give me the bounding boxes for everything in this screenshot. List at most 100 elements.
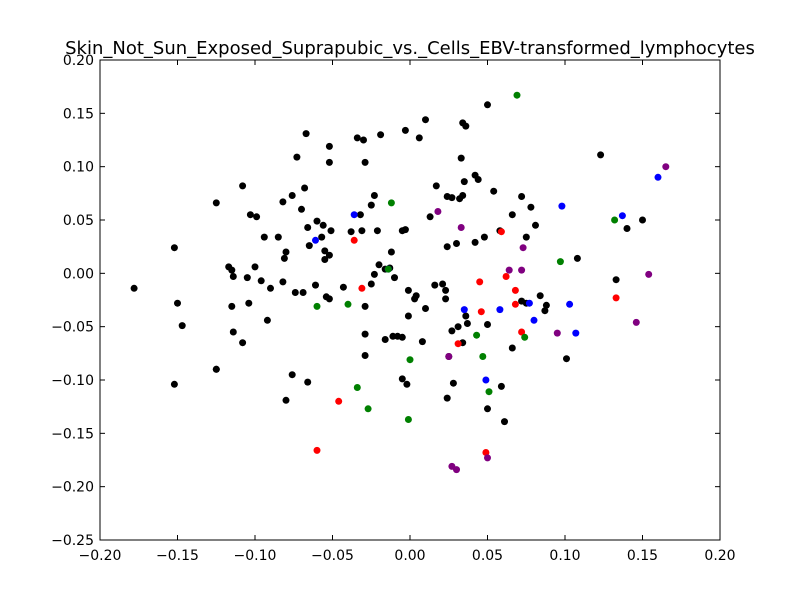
data-point [381,336,389,343]
data-point [401,226,409,234]
data-point [542,301,550,309]
data-point [632,318,640,326]
data-point [401,126,409,134]
data-point [484,101,491,109]
data-point [312,236,319,244]
data-point [178,322,186,330]
data-point [502,273,510,280]
data-point [367,201,375,209]
data-point [404,286,412,294]
data-point [318,233,326,241]
data-point [558,202,566,210]
data-point [453,240,460,247]
data-point [228,266,236,274]
data-point [612,294,620,302]
data-point [325,295,333,303]
data-point [356,211,364,219]
data-point [312,281,319,289]
data-point [299,289,307,296]
data-point [361,302,369,310]
data-point [304,378,312,386]
data-point [335,397,343,405]
data-point [398,333,406,341]
data-point [431,281,439,289]
data-point [302,130,310,138]
data-point [482,376,490,384]
data-point [566,300,574,308]
data-point [313,302,321,310]
data-point [391,274,398,282]
data-point [257,277,265,285]
data-point [280,254,288,262]
data-point [344,300,352,308]
data-point [618,212,626,220]
data-point [508,211,516,219]
data-point [212,199,220,207]
data-point [459,119,467,127]
data-point [367,280,375,288]
data-point [364,405,372,413]
data-point [347,228,355,236]
data-point [325,158,333,166]
data-point [301,184,309,192]
data-point [387,199,395,207]
x-tick-label: 0.10 [549,548,580,564]
data-point [522,233,530,241]
data-point [274,233,282,241]
data-point [473,331,481,339]
data-points [130,91,670,474]
data-point [212,365,220,373]
data-point [353,384,361,391]
data-point [293,153,301,161]
data-point [404,416,412,423]
data-point [518,193,526,200]
data-point [443,394,451,402]
data-point [511,300,519,308]
y-tick-label: −0.25 [51,533,94,549]
y-tick-label: 0.05 [63,213,94,229]
data-point [361,352,369,359]
data-point [313,217,321,225]
data-point [305,242,313,250]
data-point [482,449,490,456]
data-point [501,418,508,426]
data-point [260,233,268,241]
data-point [445,353,453,360]
data-point [484,454,491,462]
data-point [513,91,521,99]
data-point [505,266,513,274]
y-tick-label: 0.20 [63,53,94,69]
data-point [426,213,434,221]
data-point [288,192,296,199]
data-point [415,134,423,142]
data-point [623,225,631,232]
data-point [454,323,462,331]
data-point [462,312,470,320]
data-point [508,344,516,352]
data-point [370,192,378,199]
data-point [442,295,450,303]
y-axis-ticks: −0.25 −0.20 −0.15 −0.10 −0.05 0.00 0.05 0.10 0.1… [51,53,720,549]
data-point [279,198,287,206]
data-point [263,316,271,324]
data-point [370,270,378,278]
data-point [443,243,451,251]
data-point [174,299,181,307]
data-point [460,306,468,314]
data-point [313,446,321,454]
data-point [471,238,479,246]
data-point [484,321,491,328]
data-point [519,244,527,252]
data-point [279,278,287,286]
data-point [353,134,361,142]
data-point [654,173,662,181]
y-tick-label: −0.20 [51,480,94,496]
data-point [511,286,519,294]
y-tick-label: 0.15 [63,106,94,122]
data-point [228,302,236,310]
data-point [253,213,261,221]
data-point [422,116,429,124]
data-point [170,244,178,252]
data-point [480,233,488,241]
y-tick-label: 0.10 [63,160,94,176]
